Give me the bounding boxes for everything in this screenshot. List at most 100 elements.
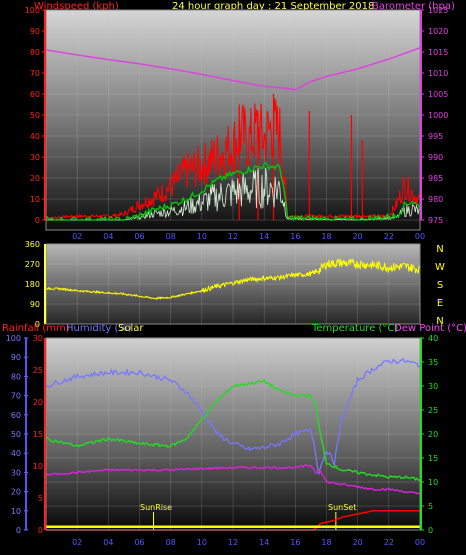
barometer-axis-label: Barometer (hpa) — [372, 1, 455, 12]
humidity-y-tick-label: 50 — [11, 430, 21, 439]
compass-letter-e: E — [437, 298, 443, 309]
temperature-y-tick-label: 15 — [428, 454, 438, 463]
wind-y-tick-label: 80 — [30, 48, 40, 57]
humidity-y-tick-label: 40 — [11, 449, 21, 458]
humidity-y-tick-label: 90 — [11, 353, 21, 362]
rainfall-y-tick-label: 0 — [38, 526, 43, 535]
temp-x-tick-label: 02 — [72, 538, 82, 547]
temperature-y-tick-label: 0 — [428, 526, 433, 535]
direction-y-tick-label: 180 — [25, 280, 40, 289]
rainfall-y-tick-label: 15 — [33, 430, 43, 439]
wind-panel-ticks: 0102030405060708090100975980985990995100… — [25, 6, 449, 241]
wind-x-tick-label: 06 — [134, 232, 144, 241]
compass-letter-n: N — [436, 316, 443, 327]
wind-x-tick-label: 08 — [166, 232, 176, 241]
humidity-y-tick-label: 100 — [6, 334, 21, 343]
rainfall-y-tick-label: 10 — [33, 462, 43, 471]
humidity-y-tick-label: 60 — [11, 411, 21, 420]
barometer-y-tick-label: 975 — [428, 216, 443, 225]
graph-title: 24 hour graph day : 21 September 2018 — [172, 1, 374, 12]
temp-x-tick-label: 10 — [197, 538, 207, 547]
temperature-y-tick-label: 35 — [428, 358, 438, 367]
wind-x-tick-label: 04 — [103, 232, 113, 241]
humidity-y-tick-label: 10 — [11, 507, 21, 516]
rainfall-y-tick-label: 5 — [38, 494, 43, 503]
barometer-y-tick-label: 1010 — [428, 69, 448, 78]
wind-x-tick-label: 10 — [197, 232, 207, 241]
wind-x-tick-label: 02 — [72, 232, 82, 241]
temp-x-tick-label: 18 — [321, 538, 331, 547]
wind-y-tick-label: 40 — [30, 132, 40, 141]
wind-direction-line — [45, 258, 421, 300]
wind-y-tick-label: 30 — [30, 153, 40, 162]
rainfall-y-tick-label: 20 — [33, 398, 43, 407]
rainfall-axis-label: Rainfall (mm) — [2, 323, 70, 334]
sunset-label: SunSet — [328, 503, 356, 512]
wind-y-tick-label: 100 — [25, 6, 40, 15]
barometer-y-tick-label: 980 — [428, 195, 443, 204]
dewpoint-axis-label: Dew Point (°C) — [394, 323, 466, 334]
temperature-y-tick-label: 40 — [428, 334, 438, 343]
wind-y-tick-label: 90 — [30, 27, 40, 36]
wind-y-tick-label: 50 — [30, 111, 40, 120]
wind-y-tick-label: 70 — [30, 69, 40, 78]
barometer-line — [45, 47, 421, 91]
wind-panel-grid — [46, 9, 421, 221]
barometer-y-tick-label: 990 — [428, 153, 443, 162]
windspeed-axis-label: Windspeed (kph) — [34, 1, 119, 12]
humidity-y-tick-label: 30 — [11, 468, 21, 477]
temperature-axis-label: Temperature (°C) — [311, 323, 398, 334]
barometer-y-tick-label: 995 — [428, 132, 443, 141]
wind-average-line — [45, 162, 421, 222]
direction-y-tick-label: 0 — [35, 320, 40, 329]
temp-panel-series — [45, 357, 421, 531]
temp-x-tick-label: 20 — [353, 538, 363, 547]
wind-x-tick-label: 16 — [290, 232, 300, 241]
temp-x-tick-label: 12 — [228, 538, 238, 547]
compass-letter-n: N — [436, 244, 443, 255]
temp-x-tick-label: 14 — [259, 538, 269, 547]
wind-y-tick-label: 20 — [30, 174, 40, 183]
solar-label: Solar — [118, 323, 144, 334]
wind-panel-series — [45, 47, 421, 222]
direction-y-tick-label: 90 — [30, 300, 40, 309]
temp-panel-ticks: 0 5 10 15 20 25 30 35 40 0 5 10 15 20 25 30 0 10 20 30 40 50 6… — [6, 334, 438, 547]
barometer-y-tick-label: 985 — [428, 174, 443, 183]
wind-y-tick-label: 10 — [30, 195, 40, 204]
temperature-y-tick-label: 10 — [428, 478, 438, 487]
rainfall-y-tick-label: 30 — [33, 334, 43, 343]
direction-panel-ticks: 0 90 180 270 360 — [25, 240, 46, 329]
wind-x-tick-label: 20 — [353, 232, 363, 241]
wind-y-tick-label: 0 — [35, 216, 40, 225]
direction-panel-series — [45, 258, 421, 300]
sunrise-label: SunRise — [140, 503, 172, 512]
barometer-y-tick-label: 1000 — [428, 111, 448, 120]
humidity-axis-label: Humidity (%) — [66, 323, 132, 334]
wind-gust-line — [45, 97, 421, 220]
direction-y-tick-label: 270 — [25, 260, 40, 269]
temperature-line — [45, 378, 420, 482]
temperature-y-tick-label: 25 — [428, 406, 438, 415]
humidity-y-tick-label: 20 — [11, 488, 21, 497]
rainfall-y-tick-label: 25 — [33, 366, 43, 375]
temp-x-tick-label: 00 — [415, 538, 425, 547]
temperature-y-tick-label: 20 — [428, 430, 438, 439]
wind-x-tick-label: 12 — [228, 232, 238, 241]
wind-x-tick-label: 22 — [384, 232, 394, 241]
humidity-y-tick-label: 80 — [11, 372, 21, 381]
humidity-y-tick-label: 70 — [11, 392, 21, 401]
temp-x-tick-label: 22 — [384, 538, 394, 547]
barometer-y-tick-label: 1015 — [428, 48, 448, 57]
direction-y-tick-label: 360 — [25, 240, 40, 249]
temp-x-tick-label: 16 — [290, 538, 300, 547]
compass-letter-s: S — [437, 280, 443, 291]
compass-letter-w: W — [435, 262, 445, 273]
barometer-y-tick-label: 1005 — [428, 90, 448, 99]
wind-x-tick-label: 14 — [259, 232, 269, 241]
temperature-y-tick-label: 5 — [428, 502, 433, 511]
temp-x-tick-label: 06 — [134, 538, 144, 547]
temp-x-tick-label: 08 — [166, 538, 176, 547]
wind-x-tick-label: 18 — [321, 232, 331, 241]
